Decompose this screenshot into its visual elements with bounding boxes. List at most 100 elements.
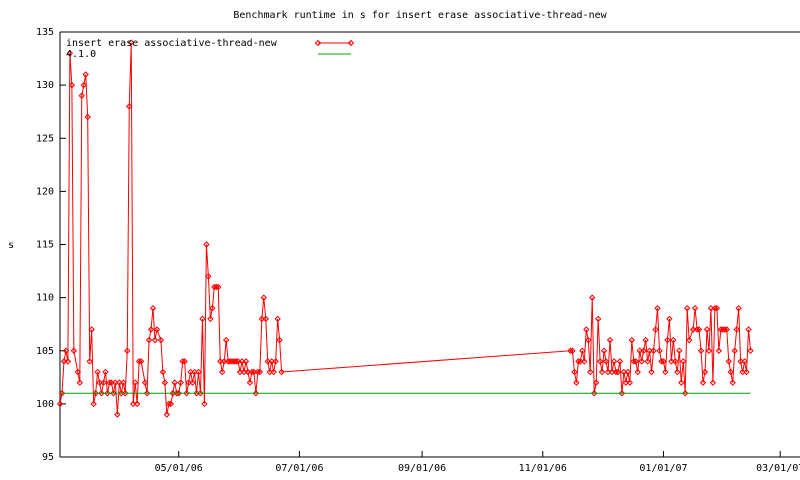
y-axis-label: s <box>8 240 14 251</box>
data-point <box>600 347 608 354</box>
data-point <box>695 326 703 333</box>
data-point <box>175 390 182 397</box>
y-tick-label: 110 <box>36 293 54 304</box>
data-point <box>145 336 153 344</box>
data-point <box>272 358 279 365</box>
data-point <box>656 347 663 354</box>
data-point <box>104 390 111 397</box>
data-point <box>120 379 127 386</box>
data-point <box>92 390 99 397</box>
data-point <box>624 368 632 376</box>
data-point <box>583 326 590 333</box>
data-point <box>177 379 184 386</box>
data-point <box>171 379 178 386</box>
data-point <box>606 336 614 344</box>
data-point <box>721 326 729 333</box>
data-point <box>189 379 196 386</box>
data-point <box>725 358 732 365</box>
data-point <box>602 358 610 365</box>
data-point <box>697 347 705 354</box>
data-point <box>78 92 85 99</box>
data-point <box>209 305 216 312</box>
data-point <box>703 326 711 333</box>
data-point <box>573 379 580 386</box>
data-point <box>709 379 717 386</box>
data-point <box>147 326 155 333</box>
data-point <box>699 379 707 386</box>
data-point <box>260 294 267 301</box>
data-point <box>642 336 649 344</box>
data-point <box>743 368 750 376</box>
data-point <box>114 411 121 418</box>
data-point <box>161 379 169 386</box>
data-point <box>98 390 105 397</box>
data-point <box>68 81 76 89</box>
y-tick-label: 125 <box>36 133 54 144</box>
data-point <box>670 336 677 344</box>
data-point <box>197 390 204 397</box>
data-point <box>100 379 107 386</box>
y-tick-label: 135 <box>36 27 54 38</box>
data-point <box>248 368 256 376</box>
data-point <box>660 358 667 365</box>
data-point <box>179 358 186 365</box>
data-point <box>715 347 723 354</box>
data-point <box>579 347 586 354</box>
data-point <box>183 390 190 397</box>
data-point <box>630 358 637 365</box>
data-point <box>88 326 95 333</box>
data-point <box>90 400 97 408</box>
data-point <box>205 273 212 280</box>
data-point <box>612 368 620 376</box>
data-point <box>56 400 64 408</box>
data-point <box>207 315 214 323</box>
data-point <box>213 283 220 291</box>
data-point <box>731 347 738 354</box>
data-point <box>126 103 133 110</box>
data-point <box>581 358 588 365</box>
data-point <box>585 336 592 344</box>
data-point <box>589 294 596 301</box>
data-point <box>569 347 576 354</box>
x-tick-label: 11/01/06 <box>519 463 567 474</box>
y-tick-label: 95 <box>42 452 54 463</box>
data-point <box>133 400 141 408</box>
data-point <box>591 390 598 397</box>
data-point <box>654 305 661 312</box>
chart-title: Benchmark runtime in s for insert erase … <box>233 10 607 21</box>
data-point <box>110 390 117 397</box>
data-point <box>680 358 687 365</box>
y-tick-label: 130 <box>36 80 54 91</box>
data-point <box>58 390 66 397</box>
data-point <box>634 368 641 376</box>
series-line <box>59 42 752 415</box>
data-point <box>614 368 622 376</box>
data-point <box>74 368 82 376</box>
data-point <box>66 50 74 57</box>
data-point <box>713 305 721 312</box>
data-point <box>254 368 262 376</box>
data-point <box>195 368 202 376</box>
data-point <box>648 368 655 376</box>
data-point <box>674 368 681 376</box>
data-point <box>618 390 626 397</box>
data-point <box>632 358 639 365</box>
data-point <box>143 390 151 397</box>
x-tick-label: 05/01/06 <box>155 463 203 474</box>
data-point <box>159 368 167 376</box>
data-point <box>644 358 651 365</box>
data-point <box>741 358 748 365</box>
data-point <box>246 379 254 386</box>
data-point <box>567 347 574 354</box>
data-point <box>598 368 606 376</box>
data-point <box>666 315 673 323</box>
data-point <box>628 336 636 344</box>
data-point <box>165 400 173 408</box>
data-point <box>662 368 669 376</box>
legend-marker <box>347 39 355 47</box>
data-point <box>167 400 175 408</box>
data-point <box>682 390 689 397</box>
data-point <box>711 305 719 312</box>
data-point <box>219 368 226 376</box>
